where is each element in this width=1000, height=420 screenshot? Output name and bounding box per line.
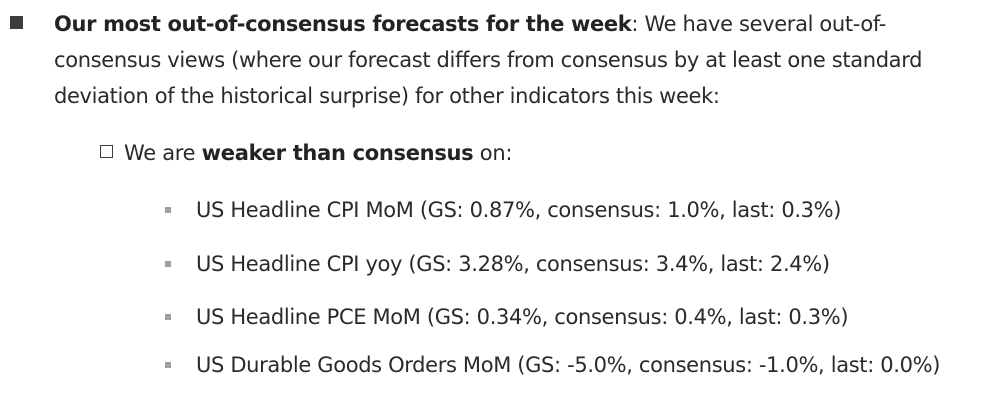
indicator-text: US Headline CPI MoM (GS: 0.87%, consensu…	[196, 198, 842, 222]
sub-emphasis-text: weaker than consensus	[201, 141, 474, 165]
sub-prefix-text: We are	[124, 141, 202, 165]
small-square-bullet-icon	[165, 362, 171, 368]
square-filled-bullet-icon	[10, 16, 23, 29]
small-square-bullet-icon	[165, 314, 171, 320]
sub-suffix-text: on:	[473, 141, 513, 165]
sub-paragraph: We are weaker than consensus on:	[124, 135, 984, 171]
square-outline-bullet-icon	[100, 145, 113, 158]
small-square-bullet-icon	[165, 261, 171, 267]
main-lead-text: Our most out-of-consensus forecasts for …	[54, 12, 632, 36]
indicator-text: US Headline PCE MoM (GS: 0.34%, consensu…	[196, 305, 849, 329]
main-paragraph: Our most out-of-consensus forecasts for …	[54, 6, 984, 114]
indicator-text: US Headline CPI yoy (GS: 3.28%, consensu…	[196, 252, 830, 276]
small-square-bullet-icon	[165, 207, 171, 213]
indicator-text: US Durable Goods Orders MoM (GS: -5.0%, …	[196, 353, 941, 377]
main-body-text: : We have several out-of-consensus views…	[54, 12, 923, 108]
